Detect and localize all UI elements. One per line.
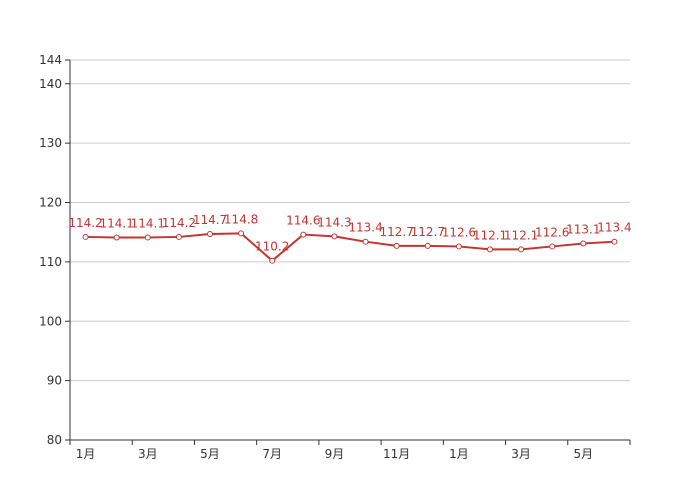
y-tick-label: 100 [39, 314, 62, 328]
x-tick-label: 11月 [383, 447, 410, 461]
data-point [580, 240, 587, 247]
x-tick-label: 5月 [200, 447, 220, 461]
data-point [144, 234, 151, 241]
data-point [455, 243, 462, 250]
series-line [85, 232, 615, 262]
axes: 80 90 100 110 120 130 140 144 1月 3月 5月 7月 9月 11月 1月 3月 5… [39, 53, 631, 461]
y-tick-label: 120 [39, 196, 62, 210]
data-label: 114.8 [224, 212, 258, 226]
y-tick-label: 140 [39, 77, 62, 91]
data-label: 114.1 [99, 217, 133, 231]
data-label: 112.7 [411, 225, 445, 239]
data-label: 112.7 [379, 225, 413, 239]
data-label: 110.2 [255, 240, 289, 254]
data-point [331, 233, 338, 240]
data-label: 114.2 [162, 216, 196, 230]
data-point [269, 257, 276, 264]
data-point [487, 246, 493, 253]
data-label: 114.1 [131, 217, 165, 231]
data-label: 114.2 [68, 216, 102, 230]
data-label: 114.7 [193, 213, 227, 227]
data-point [362, 238, 369, 245]
series-layer [82, 230, 618, 264]
data-point [175, 233, 182, 240]
data-label: 113.4 [597, 221, 631, 235]
data-label: 112.6 [535, 225, 569, 239]
data-point [549, 243, 556, 250]
y-tick-label: 130 [39, 136, 62, 150]
x-tick-label: 5月 [574, 447, 594, 461]
x-tick-label: 9月 [325, 447, 345, 461]
x-tick-label: 3月 [511, 447, 531, 461]
data-point [518, 246, 525, 253]
x-tick-label: 1月 [449, 447, 469, 461]
data-label: 112.1 [473, 228, 507, 242]
data-point [207, 230, 213, 237]
data-label: 112.1 [504, 228, 538, 242]
y-tick-label: 110 [39, 255, 62, 269]
data-point [238, 230, 245, 237]
x-tick-label: 1月 [76, 447, 96, 461]
data-label: 113.4 [348, 221, 382, 235]
data-labels: 114.2114.1114.1114.2114.7114.8110.2114.6… [68, 212, 631, 253]
data-point [113, 234, 120, 241]
data-label: 112.6 [442, 225, 476, 239]
data-point [424, 242, 431, 249]
data-label: 114.3 [317, 215, 351, 229]
data-label: 113.1 [566, 222, 600, 236]
data-point [611, 238, 618, 245]
y-tick-label: 80 [47, 433, 62, 447]
y-tick-label: 90 [47, 374, 62, 388]
data-point [300, 231, 307, 238]
x-tick-label: 3月 [138, 447, 158, 461]
data-point [393, 242, 400, 249]
x-tick-label: 7月 [262, 447, 282, 461]
grid-lines [70, 59, 630, 382]
data-point [82, 233, 89, 240]
y-tick-label: 144 [39, 53, 62, 67]
data-label: 114.6 [286, 214, 320, 228]
